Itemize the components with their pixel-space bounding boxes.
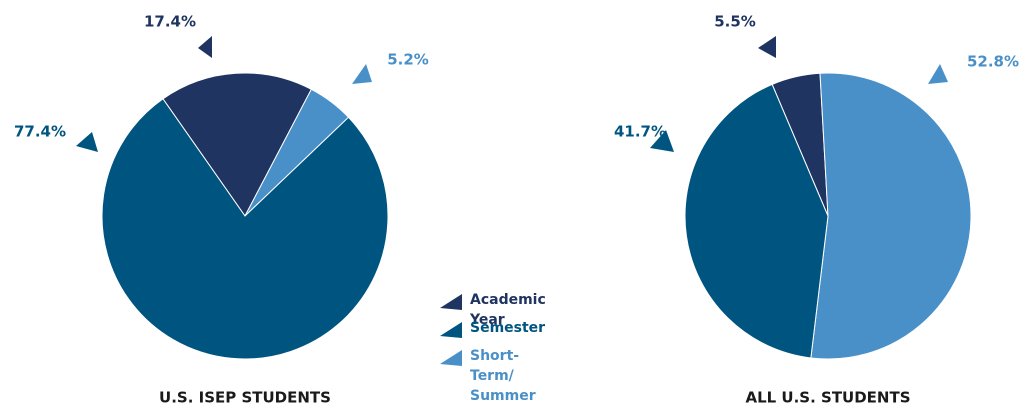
legend-swatch: [440, 350, 462, 366]
legend-label: Semester: [470, 320, 546, 336]
pie-slice: [810, 72, 972, 360]
label-arrow: [650, 130, 674, 152]
slice-label: 5.5%: [714, 13, 756, 31]
slice-label: 41.7%: [614, 123, 666, 141]
label-arrow: [758, 36, 776, 58]
label-arrow: [928, 64, 948, 84]
label-arrow: [198, 36, 212, 58]
pie-slice: [162, 72, 313, 217]
slice-label: 17.4%: [144, 13, 196, 31]
chart-title: ALL U.S. STUDENTS: [745, 389, 910, 407]
slice-label: 52.8%: [967, 53, 1019, 71]
legend-swatch: [440, 322, 462, 338]
pie-slice: [101, 98, 389, 360]
slice-label: 77.4%: [14, 123, 66, 141]
slice-label: 5.2%: [387, 51, 429, 69]
legend-label: Short-Term/ Summer: [470, 348, 536, 404]
label-arrow: [352, 64, 372, 84]
label-arrow: [76, 132, 98, 152]
chart-title: U.S. ISEP STUDENTS: [159, 389, 331, 407]
legend-label: Academic Year: [470, 292, 546, 328]
legend-swatch: [440, 294, 462, 310]
pie-slice: [684, 83, 829, 359]
